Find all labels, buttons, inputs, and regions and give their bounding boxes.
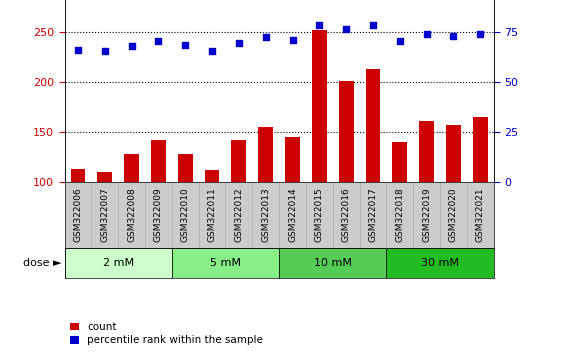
Text: GSM322008: GSM322008 — [127, 188, 136, 242]
Bar — [393, 142, 407, 182]
Bar — [366, 69, 380, 182]
Point — [396, 39, 404, 44]
Bar — [151, 140, 165, 182]
Text: 10 mM: 10 mM — [314, 258, 352, 268]
Text: GSM322009: GSM322009 — [154, 188, 163, 242]
Bar — [446, 125, 461, 182]
Bar — [124, 154, 139, 182]
Bar — [98, 172, 112, 182]
Text: GSM322021: GSM322021 — [476, 188, 485, 242]
Bar — [285, 137, 300, 182]
Text: GSM322020: GSM322020 — [449, 188, 458, 242]
Text: dose ►: dose ► — [23, 258, 62, 268]
Text: GSM322010: GSM322010 — [181, 188, 190, 242]
Point — [154, 39, 163, 44]
Bar — [205, 170, 219, 182]
Bar — [178, 154, 192, 182]
Legend: count, percentile rank within the sample: count, percentile rank within the sample — [70, 322, 263, 345]
Point — [476, 32, 485, 37]
Text: GSM322006: GSM322006 — [73, 188, 82, 242]
Text: GSM322013: GSM322013 — [261, 188, 270, 242]
Point — [422, 32, 431, 37]
Text: GSM322016: GSM322016 — [342, 188, 351, 242]
Point — [342, 27, 351, 32]
Point — [181, 42, 190, 48]
Text: GSM322017: GSM322017 — [369, 188, 378, 242]
Point — [449, 34, 458, 39]
Text: GSM322007: GSM322007 — [100, 188, 109, 242]
Bar — [387, 248, 494, 278]
Bar — [339, 81, 353, 182]
Bar — [65, 248, 172, 278]
Point — [369, 22, 378, 28]
Point — [73, 47, 82, 53]
Bar — [473, 117, 488, 182]
Text: GSM322012: GSM322012 — [234, 188, 243, 242]
Point — [288, 38, 297, 43]
Text: 30 mM: 30 mM — [421, 258, 459, 268]
Bar — [312, 30, 327, 182]
Point — [208, 48, 217, 54]
Point — [234, 40, 243, 46]
Point — [315, 22, 324, 28]
Bar — [258, 127, 273, 182]
Point — [127, 44, 136, 49]
Text: GSM322018: GSM322018 — [396, 188, 404, 242]
Bar — [419, 121, 434, 182]
Point — [100, 48, 109, 54]
Text: GSM322019: GSM322019 — [422, 188, 431, 242]
Text: GSM322011: GSM322011 — [208, 188, 217, 242]
Bar — [172, 248, 279, 278]
Bar — [71, 169, 85, 182]
Text: 2 mM: 2 mM — [103, 258, 134, 268]
Text: 5 mM: 5 mM — [210, 258, 241, 268]
Point — [261, 34, 270, 40]
Text: GSM322015: GSM322015 — [315, 188, 324, 242]
Bar — [279, 248, 387, 278]
Text: GSM322014: GSM322014 — [288, 188, 297, 242]
Bar — [232, 140, 246, 182]
